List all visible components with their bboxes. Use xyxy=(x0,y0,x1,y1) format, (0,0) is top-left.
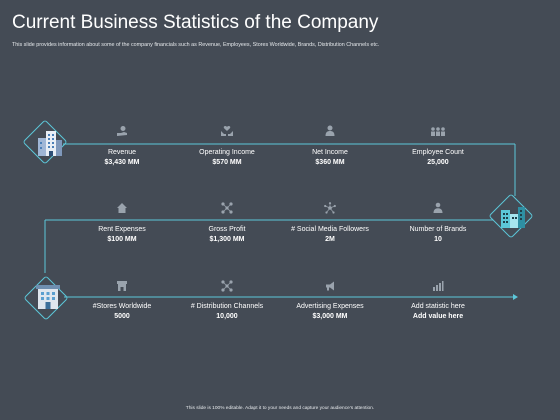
stat-label: Advertising Expenses xyxy=(296,303,364,310)
stat-value: 10 xyxy=(434,235,442,243)
stat-label: Number of Brands xyxy=(409,226,467,233)
stat-operating-income: Operating Income $570 MM xyxy=(182,125,272,167)
hands-heart-icon xyxy=(221,125,233,136)
office-building-icon xyxy=(38,131,62,156)
stat-label: Revenue xyxy=(107,149,137,156)
stat-value: 2M xyxy=(325,235,335,243)
stat-number-of-brands: Number of Brands 10 xyxy=(393,202,483,244)
stat-gross-profit: Gross Profit $1,300 MM xyxy=(182,202,272,244)
stat-revenue: Revenue $3,430 MM xyxy=(77,125,167,167)
stat-label: #Stores Worldwide xyxy=(92,303,152,310)
stat-employee-count: Employee Count 25,000 xyxy=(393,125,483,167)
person-dollar-icon xyxy=(325,125,335,136)
stat-value: $3,000 MM xyxy=(312,312,348,320)
stat-value: $570 MM xyxy=(212,158,242,166)
stat-label: Employee Count xyxy=(412,149,464,156)
stat-net-income: Net Income $360 MM xyxy=(285,125,375,167)
stat-label: # Social Media Followers xyxy=(291,226,369,233)
stat-label: Operating Income xyxy=(199,149,255,156)
footer-note: This slide is 100% editable. Adapt it to… xyxy=(185,406,375,411)
social-network-icon xyxy=(324,202,336,214)
stat-label: Rent Expenses xyxy=(98,226,146,233)
stat-value: $100 MM xyxy=(107,235,137,243)
distribution-nodes-icon xyxy=(221,280,233,292)
stat-value: 10,000 xyxy=(216,312,238,320)
city-buildings-icon xyxy=(501,207,525,228)
person-badge-icon xyxy=(433,202,443,213)
hand-coin-icon xyxy=(117,126,127,136)
stat-value: Add value here xyxy=(412,312,464,320)
stat-advertising-expenses: Advertising Expenses $3,000 MM xyxy=(285,280,375,321)
network-nodes-icon xyxy=(221,202,233,214)
megaphone-icon xyxy=(326,281,334,291)
stat-label: Gross Profit xyxy=(208,226,246,233)
stat-rent-expenses: Rent Expenses $100 MM xyxy=(77,202,167,244)
stat-social-media-followers: # Social Media Followers 2M xyxy=(285,202,375,244)
stat-value: $1,300 MM xyxy=(209,235,245,243)
page-subtitle: This slide provides information about so… xyxy=(12,42,380,48)
stat-value: $360 MM xyxy=(315,158,345,166)
house-icon xyxy=(117,203,127,213)
store-building-icon xyxy=(36,285,60,309)
stat-stores-worldwide: #Stores Worldwide 5000 xyxy=(77,280,167,321)
stat-label: Add statistic here xyxy=(411,303,465,310)
bar-chart-icon xyxy=(433,281,444,291)
store-icon xyxy=(117,281,127,291)
stat-label: Net Income xyxy=(312,149,348,156)
page-title: Current Business Statistics of the Compa… xyxy=(12,12,379,33)
stat-value: 5000 xyxy=(114,312,130,320)
stat-label: # Distribution Channels xyxy=(190,303,264,310)
stat-value: $3,430 MM xyxy=(104,158,140,166)
stat-distribution-channels: # Distribution Channels 10,000 xyxy=(182,280,272,321)
stat-value: 25,000 xyxy=(427,158,449,166)
stat-add-statistic: Add statistic here Add value here xyxy=(393,280,483,321)
people-group-icon xyxy=(431,127,445,136)
